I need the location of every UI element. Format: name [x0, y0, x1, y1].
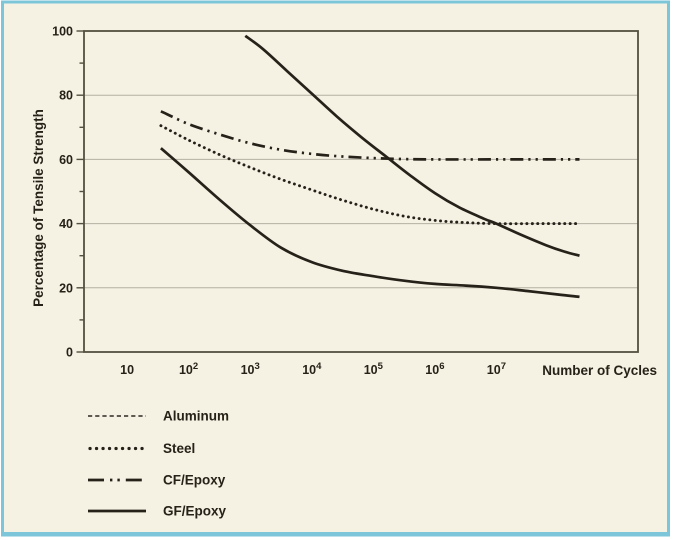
y-tick-label-80: 80 — [59, 89, 73, 103]
y-axis-ticks: 0 20 40 60 80 100 — [52, 25, 84, 360]
curve-aluminum — [244, 34, 580, 258]
y-tick-label-100: 100 — [52, 25, 73, 39]
legend-label-cf-epoxy: CF/Epoxy — [163, 473, 226, 488]
legend-item-aluminum: Aluminum — [88, 409, 229, 424]
legend-label-aluminum: Aluminum — [163, 409, 229, 424]
x-axis-title: Number of Cycles — [542, 363, 657, 378]
x-tick-label-10e1: 10 — [120, 363, 134, 377]
curves — [159, 34, 581, 299]
legend: Aluminum Steel CF/Epoxy GF/Epoxy — [88, 409, 229, 519]
y-tick-label-0: 0 — [66, 346, 73, 360]
curve-gf-epoxy — [160, 147, 580, 299]
legend-label-gf-epoxy: GF/Epoxy — [163, 504, 227, 519]
legend-item-steel: Steel — [88, 441, 195, 456]
y-tick-label-40: 40 — [59, 217, 73, 231]
curve-cf-epoxy — [160, 110, 580, 161]
legend-label-steel: Steel — [163, 441, 195, 456]
y-tick-label-20: 20 — [59, 281, 73, 295]
curve-steel — [159, 124, 581, 226]
legend-item-cf-epoxy: CF/Epoxy — [88, 473, 226, 488]
legend-item-gf-epoxy: GF/Epoxy — [88, 504, 227, 519]
y-tick-label-60: 60 — [59, 153, 73, 167]
y-axis-title: Percentage of Tensile Strength — [31, 109, 46, 307]
